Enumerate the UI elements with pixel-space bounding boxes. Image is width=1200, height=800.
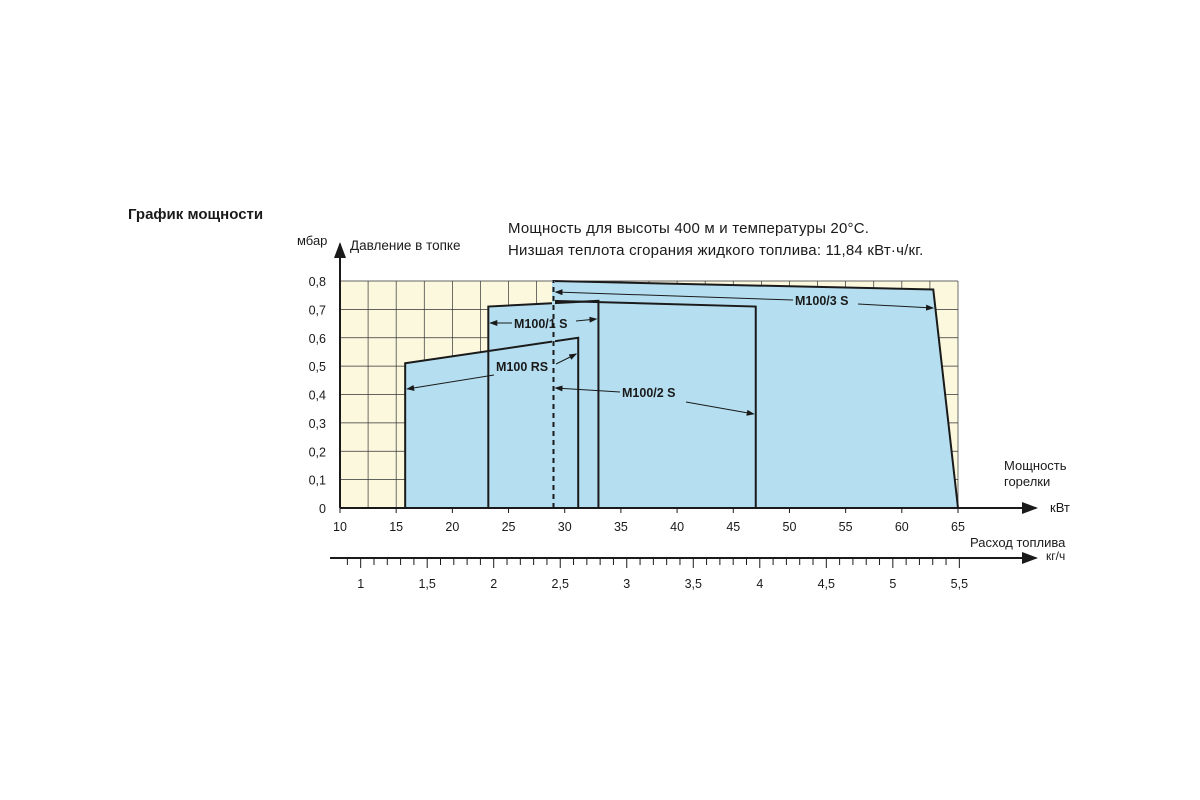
x-tick-label: 30 [558, 520, 572, 534]
x-tick-label: 25 [502, 520, 516, 534]
secondary-tick-label: 5 [889, 577, 896, 591]
series-label-m100-3-s: M100/3 S [795, 294, 849, 308]
x-tick-label: 20 [445, 520, 459, 534]
secondary-axis-label: Расход топлива [970, 535, 1066, 550]
leader-arrow-m100-rs [555, 353, 578, 365]
x-axis-label-line-2: горелки [1004, 474, 1050, 489]
leader-arrow-m100-2-s [685, 401, 755, 416]
secondary-tick-label: 5,5 [951, 577, 968, 591]
secondary-tick-label: 3 [623, 577, 630, 591]
area-m100-2-s [553, 300, 756, 508]
x-tick-label: 35 [614, 520, 628, 534]
y-tick-label: 0 [319, 502, 326, 516]
secondary-axis-unit: кг/ч [1046, 549, 1065, 563]
secondary-tick-label: 4,5 [818, 577, 835, 591]
x-tick-label: 15 [389, 520, 403, 534]
leader-arrow-m100-rs [406, 374, 495, 391]
chart-title: График мощности [128, 206, 264, 223]
x-axis-unit: кВт [1050, 500, 1070, 515]
chart-note-line-2: Низшая теплота сгорания жидкого топлива:… [508, 242, 924, 259]
y-tick-label: 0,5 [309, 360, 326, 374]
chart-series-labels: M100/3 S M100/2 S M100/1 S M100 RS [406, 289, 935, 416]
y-tick-label: 0,7 [309, 303, 326, 317]
secondary-tick-label: 2 [490, 577, 497, 591]
series-label-m100-2-s: M100/2 S [622, 386, 676, 400]
secondary-tick-label: 2,5 [552, 577, 569, 591]
y-tick-label: 0,3 [309, 417, 326, 431]
x-tick-label: 10 [333, 520, 347, 534]
secondary-tick-label: 1 [357, 577, 364, 591]
leader-arrow-m100-3-s [857, 303, 935, 311]
y-tick-label: 0,8 [309, 275, 326, 289]
x-tick-label: 50 [783, 520, 797, 534]
leader-arrow-m100-1-s [575, 316, 598, 323]
secondary-tick-label: 4 [756, 577, 763, 591]
secondary-tick-label: 3,5 [685, 577, 702, 591]
area-m100-rs [405, 337, 579, 508]
x-tick-label: 45 [726, 520, 740, 534]
y-tick-label: 0,6 [309, 332, 326, 346]
x-tick-label: 55 [839, 520, 853, 534]
chart-note-line-1: Мощность для высоты 400 м и температуры … [508, 220, 870, 237]
y-axis-unit: мбар [297, 233, 327, 248]
y-axis-label: Давление в топке [350, 238, 461, 253]
series-label-m100-1-s: M100/1 S [514, 317, 568, 331]
x-tick-label: 65 [951, 520, 965, 534]
x-tick-label: 60 [895, 520, 909, 534]
chart-axes: 10 15 20 25 30 35 40 45 50 55 60 6500,10,20,30,40,5… [309, 242, 1038, 591]
secondary-tick-label: 1,5 [418, 577, 435, 591]
leader-arrow-m100-2-s [554, 385, 621, 393]
y-tick-label: 0,4 [309, 389, 326, 403]
x-tick-label: 40 [670, 520, 684, 534]
x-axis-label-line-1: Мощность [1004, 458, 1067, 473]
leader-arrow-m100-3-s [554, 289, 794, 301]
series-label-m100-rs: M100 RS [496, 360, 548, 374]
y-tick-label: 0,1 [309, 474, 326, 488]
y-tick-label: 0,2 [309, 445, 326, 459]
